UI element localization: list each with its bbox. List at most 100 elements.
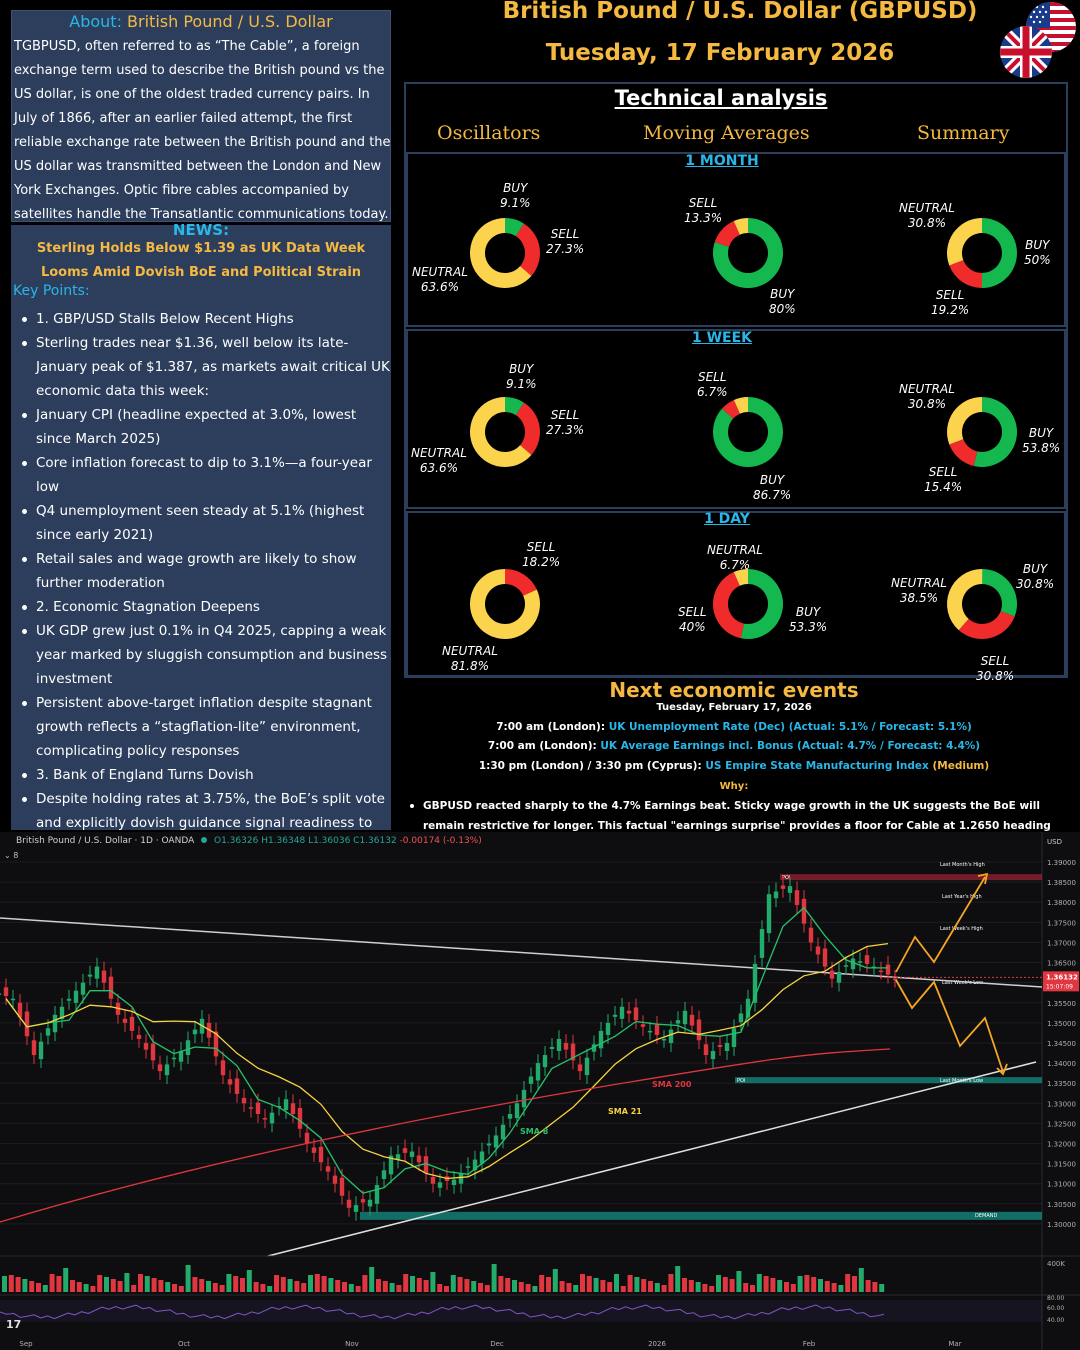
volume-bar [15,1277,21,1292]
donut-slice-sell [714,221,740,247]
volume-bar [634,1277,640,1292]
y-tick-label: 1.33500 [1047,1080,1076,1088]
volume-bar [22,1279,28,1292]
ohlc-high: H1.36348 [261,836,306,846]
volume-bar [804,1275,810,1292]
why-text: GBPUSD reacted sharply to the 4.7% Earni… [423,800,1051,851]
candle [528,1076,534,1084]
candle [801,898,807,924]
volume-bar [539,1275,545,1292]
volume-bar [865,1280,871,1292]
volume-bar [702,1284,708,1292]
candle [339,1177,345,1196]
volume-bar [219,1285,225,1292]
donut-slice-sell [722,399,740,419]
candle [346,1199,352,1208]
candle [0,993,2,995]
volume-bar [784,1282,789,1292]
donut-label: BUY 9.1% [506,362,537,391]
volume-bar [532,1286,538,1292]
volume-bar [593,1278,599,1292]
volume-bar [36,1283,41,1292]
volume-bar [573,1285,579,1292]
sma-8-line [5,906,888,1194]
indicator-toggle[interactable]: ⌄ 8 [4,851,19,860]
volume-bar [308,1275,313,1292]
last-price-label: 1.36132 [1046,973,1078,981]
donut-slice-buy [505,397,524,416]
volume-bar [416,1278,422,1292]
y-tick-label: 1.34000 [1047,1060,1076,1068]
candle [94,966,100,979]
series-label: SMA 21 [608,1107,642,1116]
candle [17,1002,23,1018]
volume-bar [172,1284,177,1292]
volume-bar [396,1285,402,1292]
candle [780,885,786,889]
donut-label: BUY 50% [1024,238,1051,267]
about-title: About: British Pound / U.S. Dollar [12,12,390,31]
candle [150,1043,156,1061]
candle [661,1038,667,1041]
candle [227,1079,233,1085]
list-item: UK GDP grew just 0.1% in Q4 2025, cappin… [11,619,391,691]
rsi-tick: 80.00 [1047,1295,1064,1302]
why-bullet [410,804,414,808]
candle [164,1064,170,1076]
events-title: Next economic events [609,678,859,702]
donut-slice-neutral [946,397,982,445]
volume-bar [430,1272,436,1292]
volume-bar [777,1280,783,1292]
candle [38,1041,44,1060]
candle [486,1143,492,1146]
page-date: Tuesday, 17 February 2026 [545,40,895,66]
candle [535,1063,541,1081]
candle [416,1155,422,1163]
y-tick-label: 1.37000 [1047,939,1076,947]
donut-slice-neutral [947,218,982,266]
candle [794,890,800,905]
donut-label: BUY 53.3% [789,605,828,634]
candle [850,958,856,970]
volume-bar [389,1283,395,1292]
volume-bar [233,1276,239,1292]
donut-slice-neutral [470,218,532,288]
candle [192,1029,198,1035]
y-tick-label: 1.31000 [1047,1181,1076,1189]
donut-label: NEUTRAL 30.8% [899,382,955,411]
donut-slice-sell [515,402,540,455]
donut-label: BUY 86.7% [753,473,792,502]
candle [479,1151,485,1164]
volume-bar [845,1274,851,1292]
news-panel: NEWS: Sterling Holds Below $1.39 as UK D… [11,221,391,855]
donut-slice-neutral [733,397,748,414]
candle [696,1019,702,1041]
volume-bar [342,1282,347,1292]
candle [787,886,793,893]
candle [311,1147,317,1153]
ohlc-close: C1.36132 [353,836,397,846]
donut-slice-neutral [733,569,748,586]
chart-canvas[interactable]: 1.39000 1.38500 1.38000 1.37500 1.37000 1.365… [0,832,1080,1350]
volume-bar [158,1280,164,1292]
candle [409,1151,415,1157]
candle [178,1051,184,1062]
candle [248,1107,254,1109]
candle [563,1042,569,1050]
price-chart[interactable] [0,832,1080,1350]
y-tick-label: 1.30000 [1047,1221,1076,1229]
candle [220,1060,226,1076]
candle [675,1020,681,1024]
column-oscillators: Oscillators [437,122,541,144]
volume-bar [722,1277,728,1292]
candle [885,964,891,975]
candle [591,1044,597,1052]
volume-bar [648,1281,653,1292]
volume-bar [104,1277,109,1292]
volume-bar [144,1276,150,1292]
candle [157,1064,163,1072]
ohlc-open: O1.36326 [214,836,259,846]
volume-bar [491,1264,497,1292]
chart-symbol[interactable]: British Pound / U.S. Dollar · 1D · OANDA [16,836,195,846]
event-row: 7:00 am (London): UK Unemployment Rate (… [496,721,972,733]
